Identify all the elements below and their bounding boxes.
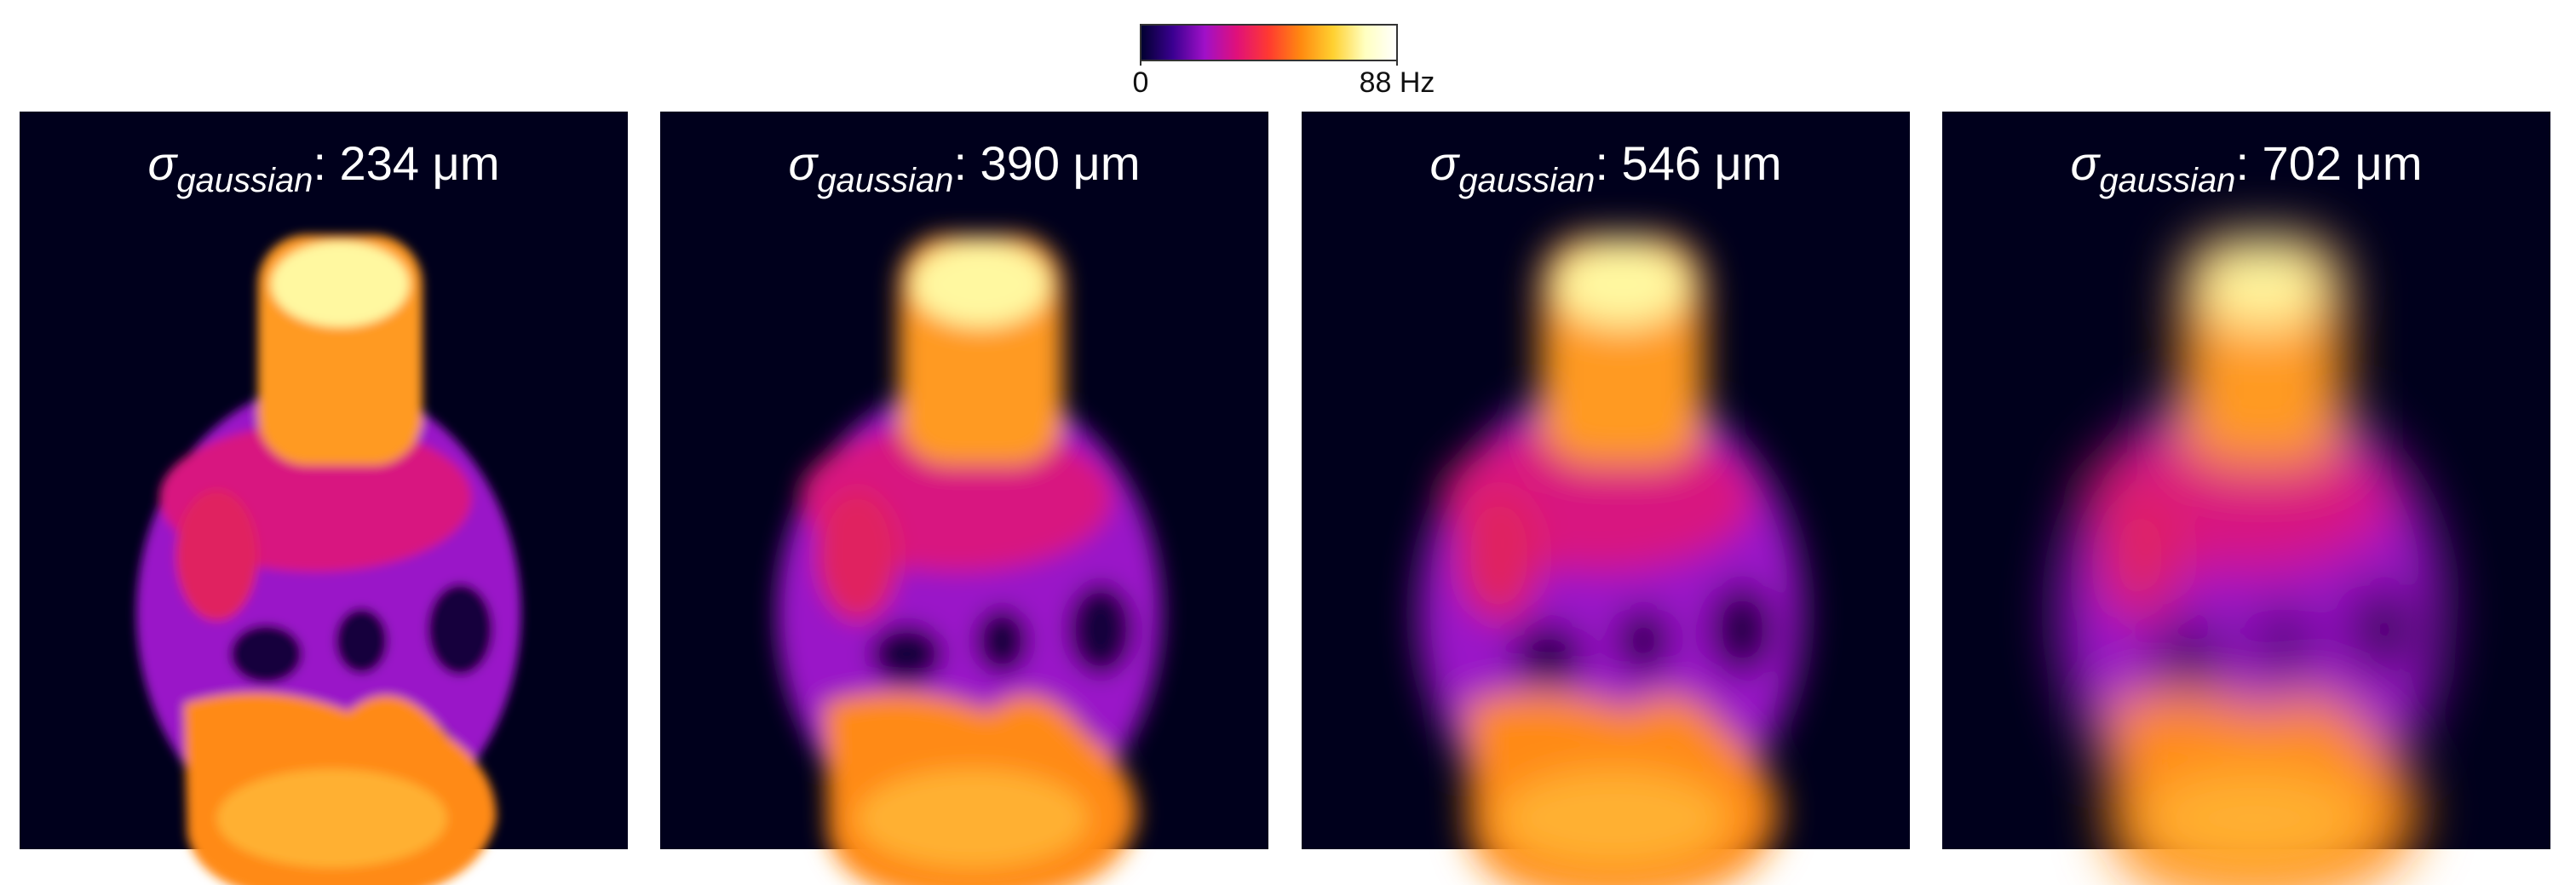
title-text: : 702 μm <box>2235 136 2422 190</box>
panel: σgaussian: 390 μm <box>660 112 1268 885</box>
colorbar-label: 88 Hz <box>1360 66 1435 99</box>
title-symbol: σ <box>789 136 819 190</box>
panel-title: σgaussian: 546 μm <box>1430 136 1782 199</box>
panel: σgaussian: 702 μm <box>1942 112 2550 885</box>
panel-title: σgaussian: 234 μm <box>148 136 500 199</box>
panel-title: σgaussian: 390 μm <box>789 136 1141 199</box>
panel-title: σgaussian: 702 μm <box>2071 136 2423 199</box>
title-symbol: σ <box>1430 136 1461 190</box>
title-subscript: gaussian <box>817 162 953 199</box>
title-text: : 390 μm <box>953 136 1140 190</box>
panel: σgaussian: 546 μm <box>1302 112 1910 885</box>
title-subscript: gaussian <box>2099 162 2235 199</box>
title-text: : 546 μm <box>1595 136 1781 190</box>
title-symbol: σ <box>148 136 179 190</box>
title-subscript: gaussian <box>1458 162 1595 199</box>
title-subscript: gaussian <box>176 162 313 199</box>
colorbar <box>1140 24 1398 61</box>
title-text: : 234 μm <box>313 136 499 190</box>
colorbar-label: 0 <box>1133 66 1149 99</box>
panel: σgaussian: 234 μm <box>20 112 628 885</box>
title-symbol: σ <box>2071 136 2102 190</box>
